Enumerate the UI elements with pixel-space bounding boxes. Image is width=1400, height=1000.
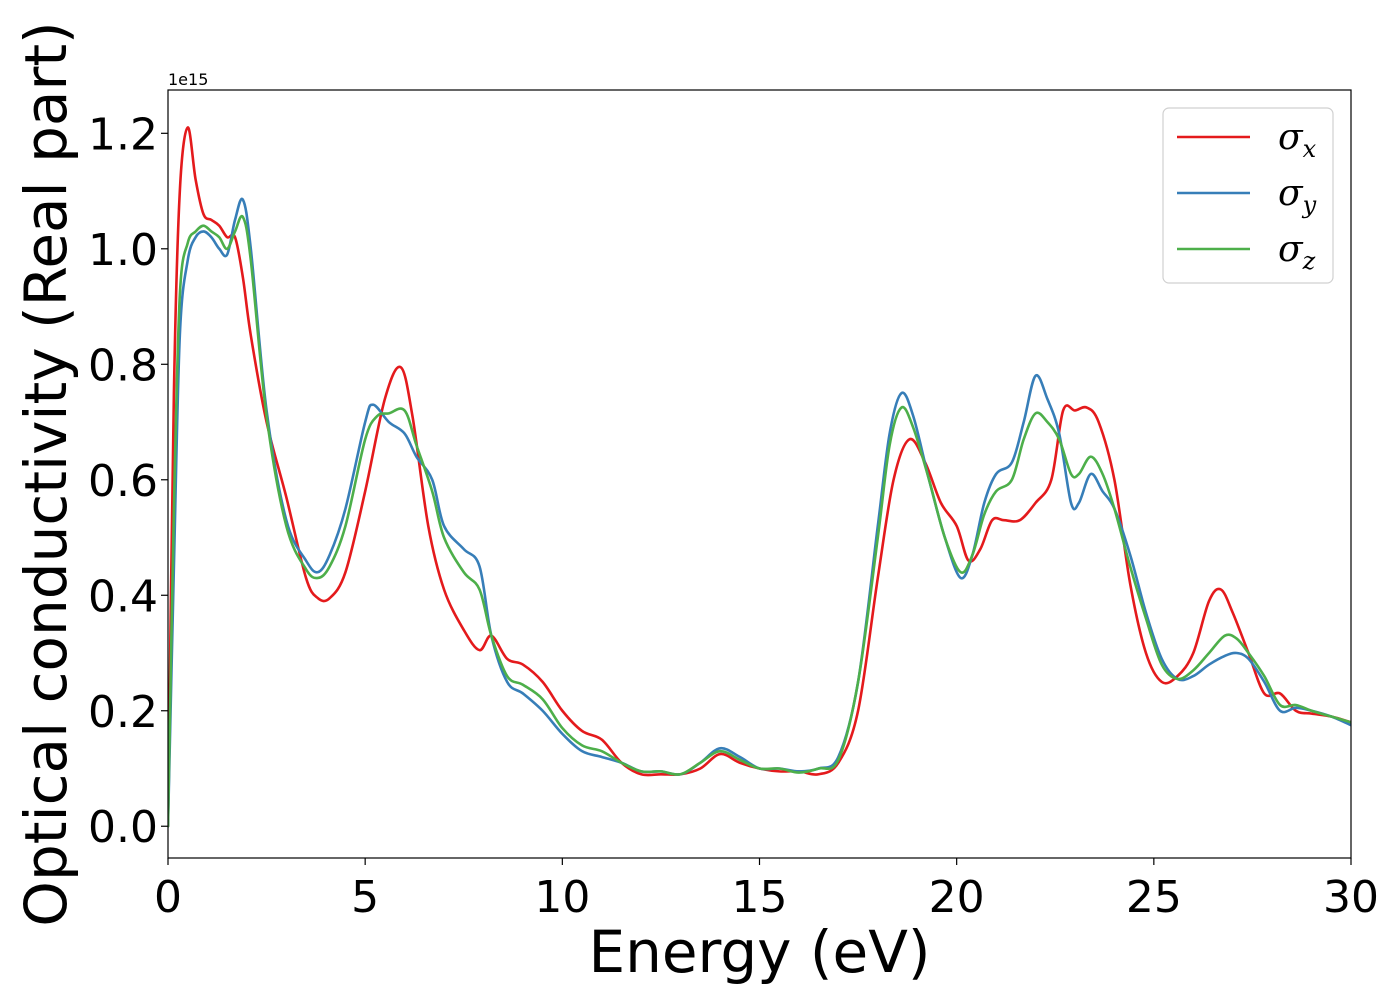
legend-subscript: x [1303, 135, 1317, 163]
y-axis: 0.0 0.2 0.4 0.6 0.8 1.0 1.2 [88, 109, 168, 853]
series-layer [168, 126, 1351, 828]
y-axis-title: Optical conductivity (Real part) [12, 21, 80, 926]
legend-subscript: y [1302, 191, 1317, 219]
y-tick-label: 0.6 [88, 456, 158, 507]
legend-subscript: z [1302, 247, 1316, 275]
x-tick-label: 10 [534, 872, 590, 923]
legend-symbol: σ [1278, 229, 1304, 270]
y-offset-label: 1e15 [168, 70, 208, 89]
y-tick-label: 0.0 [88, 802, 158, 853]
x-tick-label: 15 [732, 872, 788, 923]
x-tick-label: 20 [929, 872, 985, 923]
legend-symbol: σ [1278, 173, 1304, 214]
x-tick-label: 30 [1323, 872, 1379, 923]
y-tick-label: 1.2 [88, 109, 158, 160]
x-axis-title: Energy (eV) [588, 918, 930, 986]
y-tick-label: 0.2 [88, 687, 158, 738]
legend-label-z: σz [1278, 229, 1316, 275]
legend-box [1162, 107, 1334, 284]
series-line-x [168, 126, 1351, 828]
x-tick-label: 0 [154, 872, 182, 923]
series-line-z [168, 214, 1351, 828]
legend-label-x: σx [1278, 117, 1317, 163]
x-axis: 0 5 10 15 20 25 30 [154, 858, 1379, 923]
x-tick-label: 5 [351, 872, 379, 923]
legend-label-y: σy [1278, 173, 1317, 219]
x-tick-label: 25 [1126, 872, 1182, 923]
y-tick-label: 1.0 [88, 225, 158, 276]
y-tick-label: 0.4 [88, 571, 158, 622]
y-tick-label: 0.8 [88, 340, 158, 391]
legend-symbol: σ [1278, 117, 1304, 158]
